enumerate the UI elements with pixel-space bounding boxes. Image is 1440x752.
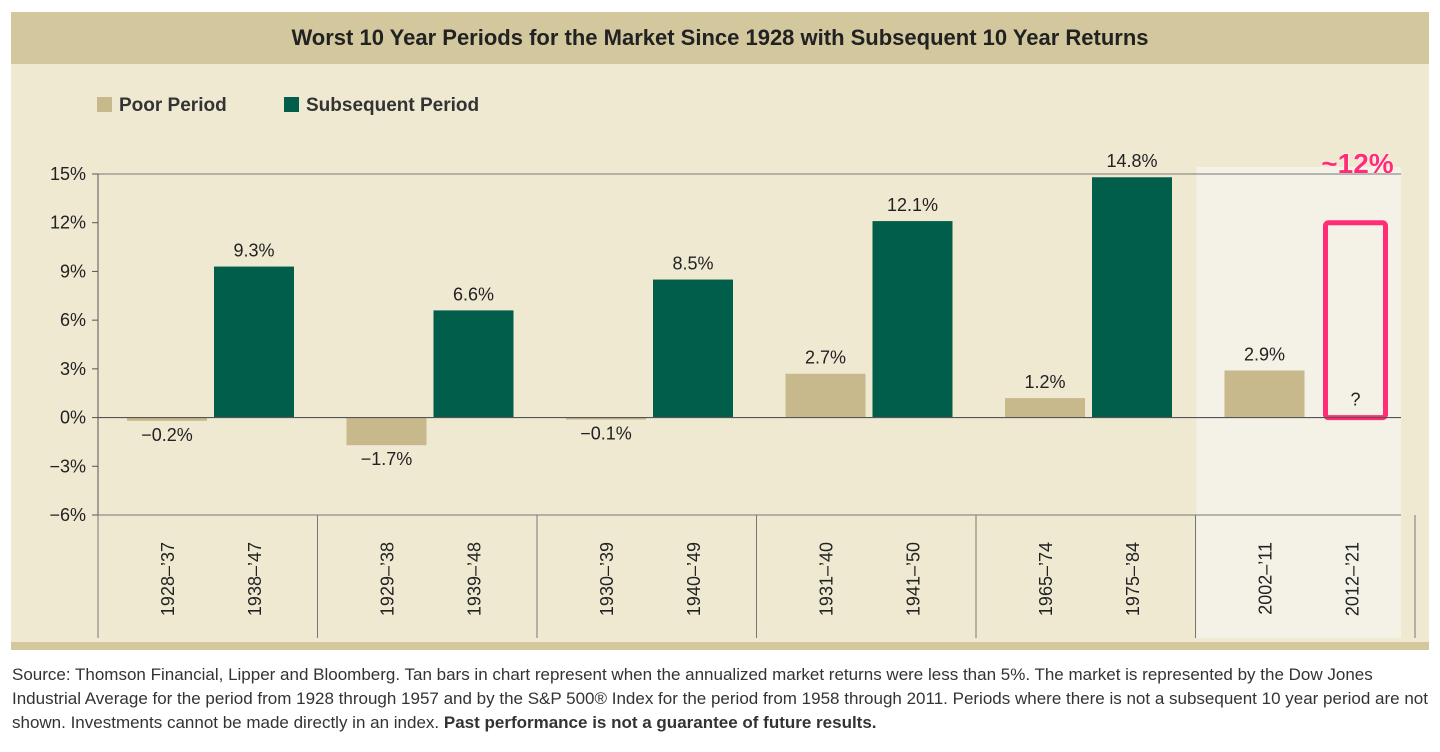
y-tick-label: 0% [60, 408, 86, 428]
poor-value-label: −1.7% [361, 449, 413, 469]
subsequent-period-label: 1939–’48 [465, 542, 485, 616]
poor-period-label: 1931–’40 [817, 542, 837, 616]
legend-swatch-subsequent [284, 97, 299, 112]
subsequent-bar [653, 279, 733, 418]
y-tick-label: 3% [60, 359, 86, 379]
chart-panel: Worst 10 Year Periods for the Market Sin… [11, 12, 1429, 650]
bar-chart: Poor Period Subsequent Period 15% 12% 9% 6% 3%… [49, 95, 1416, 638]
poor-bar [127, 417, 207, 421]
source-footnote: Source: Thomson Financial, Lipper and Bl… [12, 663, 1432, 735]
subsequent-period-label: 1938–’47 [245, 542, 265, 616]
poor-period-label: 1929–’38 [378, 542, 398, 616]
y-tick-label: 12% [50, 213, 86, 233]
y-tick-label: 15% [50, 164, 86, 184]
poor-bar [1224, 370, 1305, 418]
subsequent-period-label: 1941–’50 [904, 542, 924, 616]
subsequent-period-label: 1940–’49 [684, 542, 704, 616]
poor-value-label: −0.1% [580, 424, 632, 444]
subsequent-value-label: 14.8% [1106, 151, 1157, 171]
poor-bar [346, 417, 427, 446]
subsequent-value-label: 8.5% [672, 254, 713, 274]
y-tick-label: −6% [49, 505, 86, 525]
poor-period-label: 2002–’11 [1256, 542, 1276, 615]
footnote-disclaimer: Past performance is not a guarantee of f… [443, 713, 877, 732]
legend-swatch-poor [97, 97, 112, 112]
subsequent-bar [872, 221, 953, 418]
poor-value-label: 1.2% [1024, 372, 1065, 392]
subsequent-period-label: 2012–’21 [1343, 542, 1363, 616]
subsequent-value-label: 12.1% [887, 195, 938, 215]
poor-bar [785, 373, 866, 418]
poor-value-label: −0.2% [141, 425, 193, 445]
subsequent-bar [214, 266, 294, 418]
subsequent-bar [433, 310, 514, 418]
poor-period-label: 1930–’39 [597, 542, 617, 616]
subsequent-value-label: 9.3% [233, 241, 274, 261]
title-bar: Worst 10 Year Periods for the Market Sin… [11, 12, 1429, 64]
y-tick-label: −3% [49, 456, 86, 476]
subsequent-bar [1092, 177, 1172, 418]
poor-bar [1005, 398, 1085, 418]
legend-label-subsequent: Subsequent Period [306, 95, 479, 116]
legend-label-poor: Poor Period [119, 95, 227, 116]
unknown-value-label: ? [1350, 390, 1360, 410]
y-tick-label: 6% [60, 310, 86, 330]
poor-period-label: 1965–’74 [1036, 542, 1056, 616]
poor-period-label: 1928–’37 [158, 542, 178, 616]
footnote-text: Source: Thomson Financial, Lipper and Bl… [12, 665, 1428, 732]
poor-bar [566, 417, 646, 420]
poor-value-label: 2.9% [1244, 344, 1285, 364]
y-tick-label: 9% [60, 261, 86, 281]
annotation-estimate: ~12% [1321, 148, 1393, 179]
subsequent-period-label: 1975–’84 [1123, 542, 1143, 616]
chart-title: Worst 10 Year Periods for the Market Sin… [291, 25, 1149, 50]
poor-value-label: 2.7% [805, 348, 846, 368]
subsequent-value-label: 6.6% [453, 284, 494, 304]
bottom-strip [11, 642, 1429, 650]
